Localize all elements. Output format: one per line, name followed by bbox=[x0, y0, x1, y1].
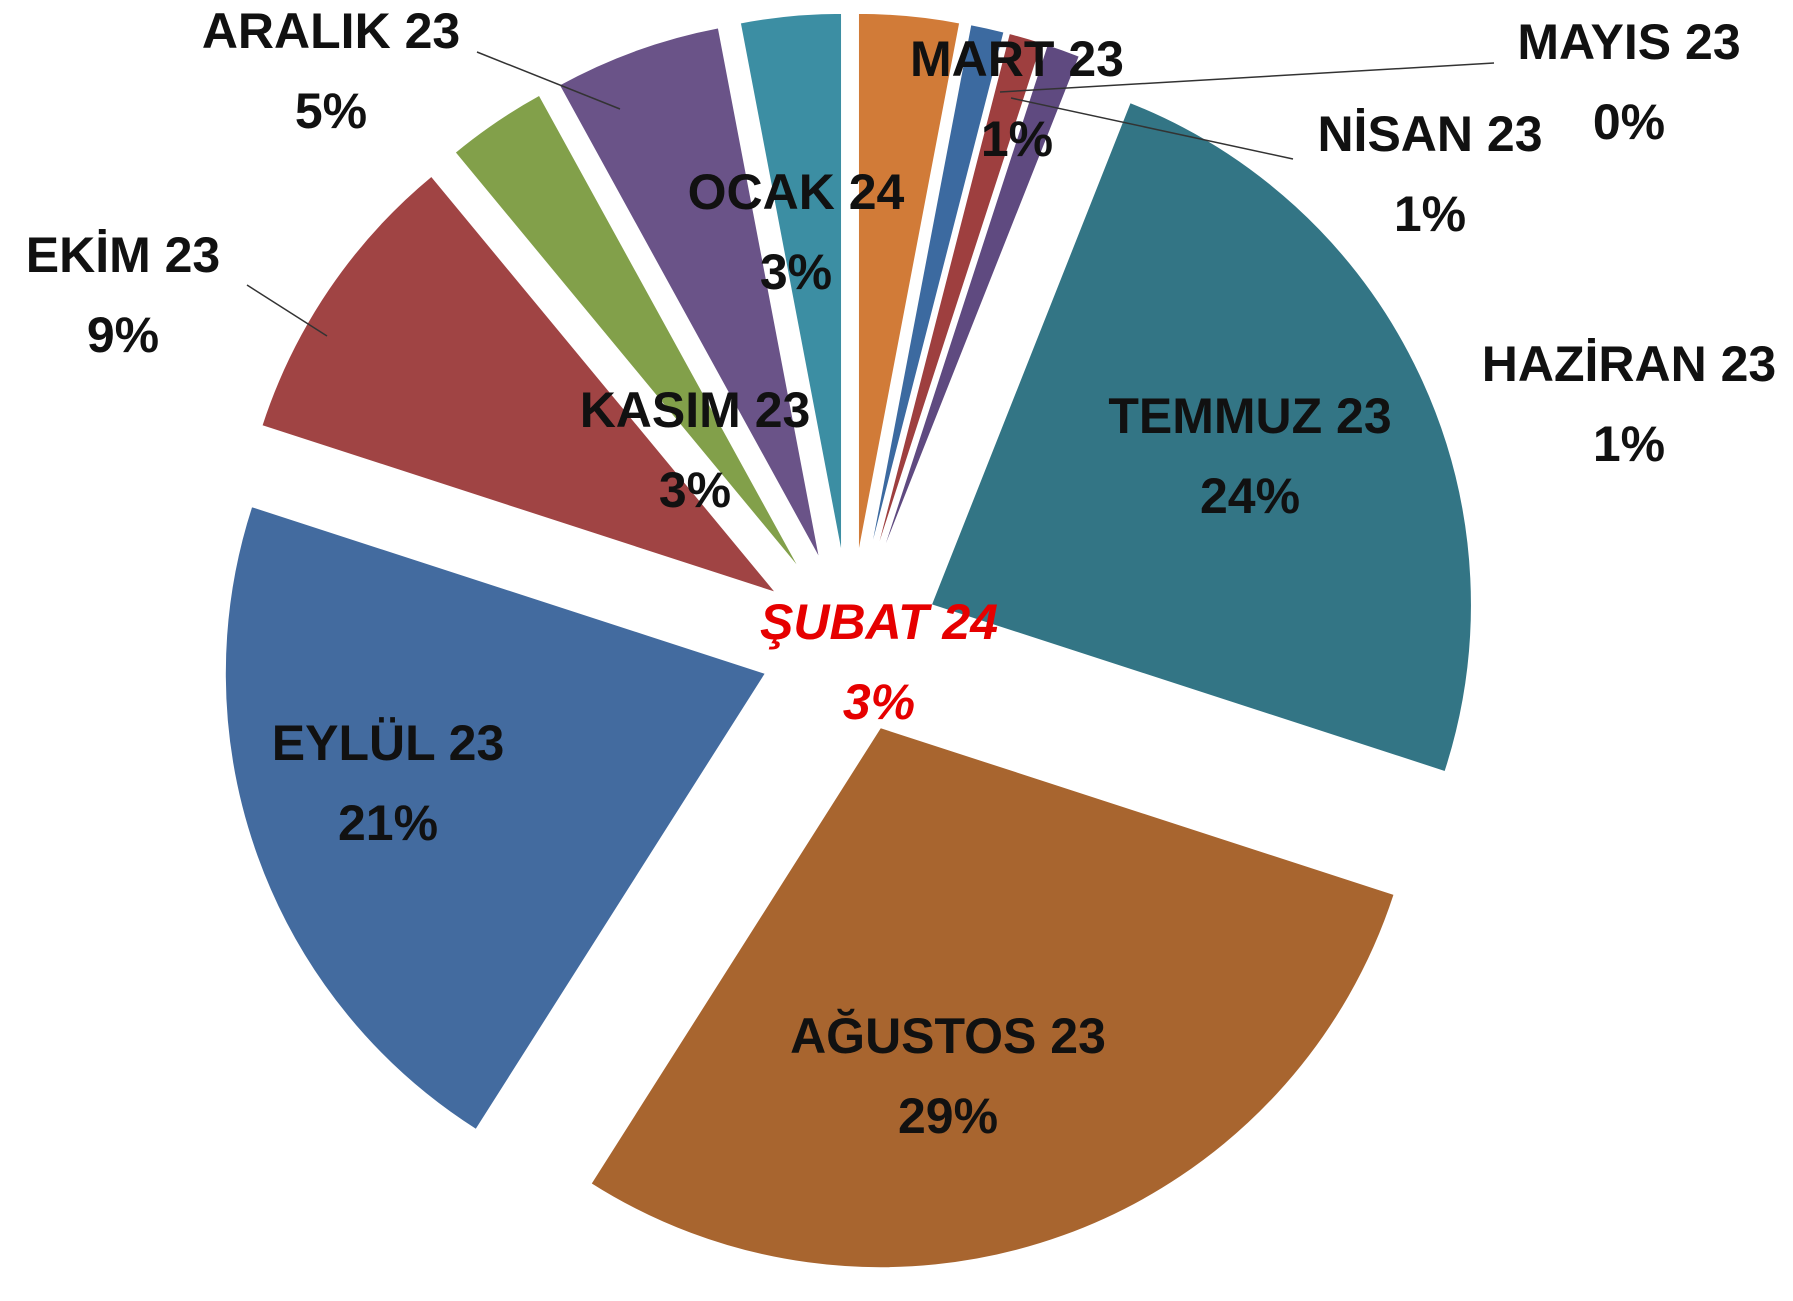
slice bbox=[869, 24, 1005, 556]
slice-label: KASIM 23 bbox=[580, 382, 811, 438]
leader-line bbox=[246, 284, 328, 337]
value-label: 3% bbox=[843, 674, 915, 730]
value-label: 3% bbox=[760, 244, 832, 300]
leader-line bbox=[999, 62, 1495, 93]
slice-label: HAZİRAN 23 bbox=[1482, 336, 1776, 392]
value-label: 21% bbox=[338, 795, 438, 851]
slice-label: OCAK 24 bbox=[688, 164, 905, 220]
slice-label: ŞUBAT 24 bbox=[760, 594, 998, 650]
slice bbox=[930, 101, 1472, 773]
slices bbox=[224, 12, 1472, 1269]
slice-label: TEMMUZ 23 bbox=[1108, 388, 1391, 444]
value-label: 1% bbox=[1394, 186, 1466, 242]
slice-label: EKİM 23 bbox=[26, 227, 221, 283]
slice bbox=[454, 94, 800, 569]
slice-label: NİSAN 23 bbox=[1317, 106, 1542, 162]
slice bbox=[739, 12, 843, 554]
slice-label: MAYIS 23 bbox=[1517, 14, 1740, 70]
value-label: 0% bbox=[1593, 94, 1665, 150]
value-label: 24% bbox=[1200, 468, 1300, 524]
value-label: 5% bbox=[295, 83, 367, 139]
slice bbox=[874, 32, 1043, 557]
leader-lines bbox=[246, 51, 1495, 337]
value-label: 3% bbox=[659, 462, 731, 518]
slice bbox=[857, 12, 961, 554]
value-label: 29% bbox=[898, 1088, 998, 1144]
value-label: 1% bbox=[1593, 416, 1665, 472]
value-label: 1% bbox=[981, 111, 1053, 167]
slice-label: EYLÜL 23 bbox=[272, 715, 505, 771]
leader-line bbox=[1010, 97, 1294, 160]
slice-label: ARALIK 23 bbox=[202, 3, 460, 59]
slice-label: MART 23 bbox=[910, 31, 1124, 87]
slice bbox=[261, 175, 778, 594]
slice bbox=[590, 727, 1395, 1269]
slice bbox=[224, 505, 767, 1131]
slice bbox=[880, 44, 1080, 559]
slice-label: AĞUSTOS 23 bbox=[790, 1008, 1106, 1064]
value-label: 9% bbox=[87, 307, 159, 363]
leader-line bbox=[476, 51, 621, 110]
slice bbox=[558, 27, 821, 559]
slice bbox=[877, 43, 1046, 558]
